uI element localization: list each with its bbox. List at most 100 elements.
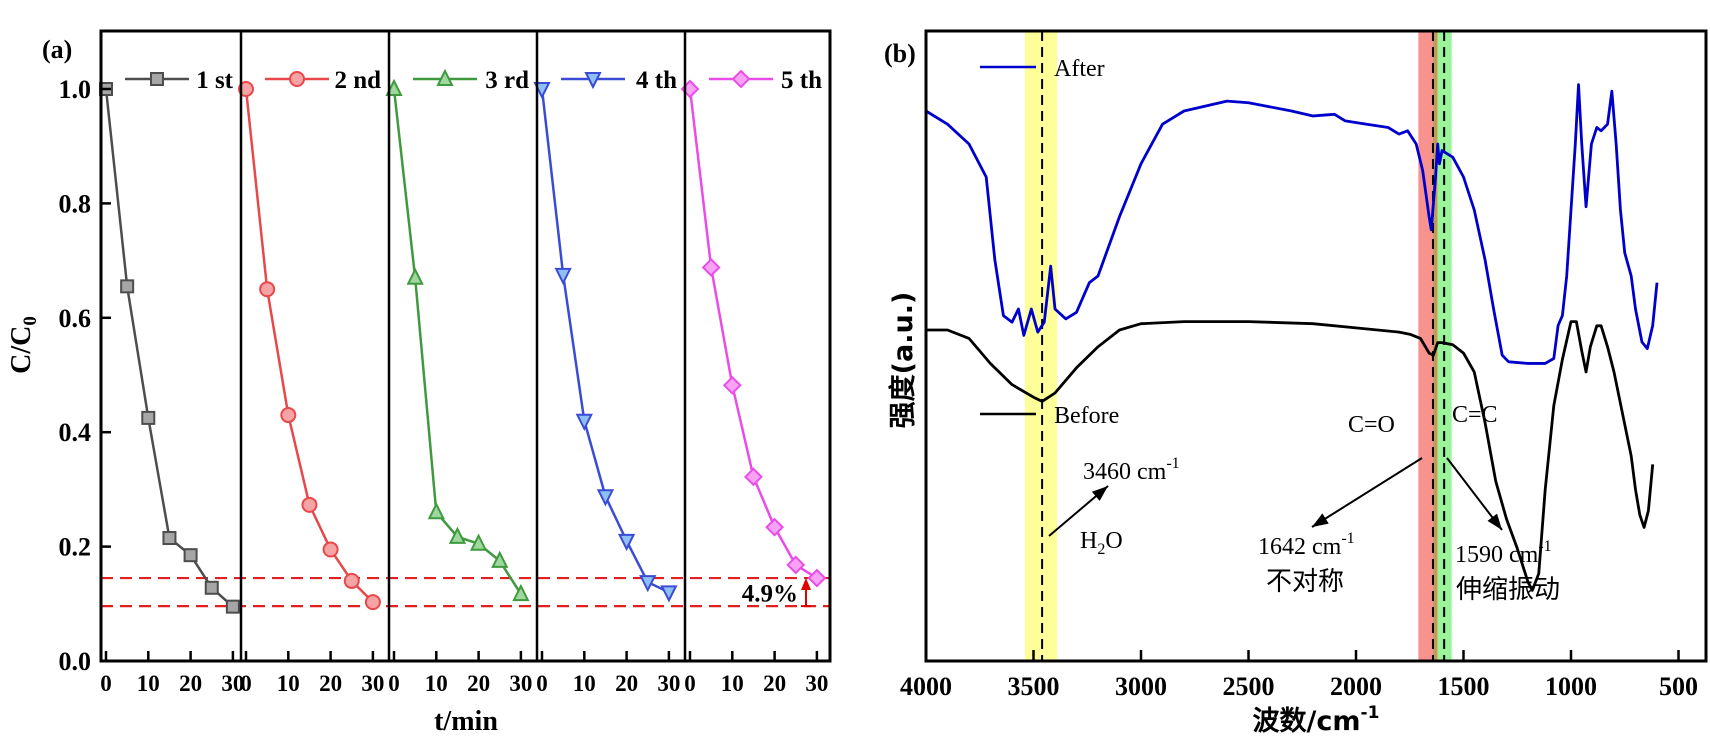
- panel-b-frame: [924, 29, 1708, 663]
- series-line: [688, 88, 818, 580]
- highlight-bands: [1024, 31, 1452, 661]
- legend-swatch-marker: [289, 71, 305, 87]
- x-tick-label: 0: [536, 671, 548, 696]
- panel-a-label: (a): [42, 35, 72, 64]
- text: O: [1105, 528, 1122, 554]
- x-tick-label: 1000: [1545, 672, 1597, 701]
- series-group-a: [99, 78, 827, 614]
- data-point: [575, 413, 593, 431]
- data-point: [448, 526, 467, 544]
- y-axis-label: C/C0: [6, 316, 41, 374]
- arrow-head: [1487, 513, 1502, 530]
- x-tick-label: 20: [763, 671, 786, 696]
- panel-a-frame: [99, 29, 832, 663]
- highlight-band-1: [1024, 31, 1058, 661]
- y-tick-label: 0.6: [59, 304, 92, 333]
- data-point: [406, 267, 424, 285]
- data-point: [765, 517, 785, 537]
- arrow-shaft: [1311, 457, 1423, 528]
- data-point: [533, 82, 551, 100]
- legend-item-1: 1 st: [125, 67, 234, 94]
- data-point: [259, 281, 276, 298]
- panel-b-annotations: 3460 cm-1 H2O C=O C=C 1642 cm-1 不对称 1590 cm-1 伸…: [1048, 402, 1560, 605]
- data-point: [554, 267, 572, 286]
- legend-swatch-marker: [584, 72, 602, 90]
- y-tick-label: 0.2: [59, 533, 92, 562]
- panel-a: 0.00.20.40.60.81.00 10 20 300 10 20 30 0 10 20 30 0…: [6, 29, 832, 737]
- legend-label: 1 st: [196, 67, 233, 94]
- data-point: [512, 583, 530, 602]
- data-point: [141, 410, 156, 425]
- x-tick-label: 30: [509, 671, 532, 696]
- spectrum-before: [926, 320, 1655, 592]
- data-point: [427, 502, 445, 520]
- data-point: [343, 572, 360, 589]
- x-tick-label: 20: [179, 671, 202, 696]
- y-tick-label: 0.0: [59, 647, 92, 676]
- series-5: [680, 79, 827, 588]
- label-1590: 1590 cm-1: [1455, 538, 1552, 568]
- data-point: [617, 533, 636, 552]
- x-tick-label: 10: [721, 671, 744, 696]
- annotation-arrow-head: [801, 578, 811, 591]
- y-tick-label: 1.0: [59, 75, 92, 104]
- superscript: -1: [1341, 530, 1354, 547]
- data-point: [120, 279, 135, 294]
- y-tick-label: 0.8: [59, 189, 92, 218]
- x-tick-label: 20: [615, 671, 638, 696]
- x-tick-label: 30: [657, 671, 680, 696]
- reduction-annotation: 4.9%: [742, 578, 811, 607]
- dashed-marker-lines: [1041, 31, 1446, 661]
- legend-label: 3 rd: [485, 67, 529, 94]
- panel-b-legend: After Before: [980, 56, 1119, 429]
- data-point: [491, 550, 509, 568]
- legend-label-before: Before: [1054, 403, 1119, 429]
- subscript: 0: [20, 316, 41, 326]
- subscript: 2: [1097, 541, 1105, 558]
- data-point: [701, 258, 721, 277]
- legend-swatch-marker: [436, 68, 454, 86]
- data-point: [385, 78, 403, 96]
- arrow-1590: [1446, 457, 1503, 531]
- data-point: [238, 81, 254, 97]
- data-point: [469, 533, 488, 551]
- superscript: -1: [1361, 703, 1380, 723]
- legend-item-5: 5 th: [709, 67, 822, 94]
- label-c-o: C=O: [1348, 412, 1395, 438]
- x-tick-label: 4000: [900, 672, 952, 701]
- x-tick-label: 0: [684, 671, 696, 696]
- label-3460: 3460 cm-1: [1083, 455, 1180, 485]
- x-axis-label-b: 波数/cm-1: [1253, 703, 1380, 737]
- legend-item-4: 4 th: [561, 67, 677, 94]
- x-tick-label: 500: [1659, 672, 1698, 701]
- data-point: [225, 599, 240, 614]
- x-tick-label: 10: [277, 671, 300, 696]
- x-tick-label: 0: [100, 671, 112, 696]
- y-tick-label: 0.4: [59, 418, 92, 447]
- data-point: [786, 555, 806, 575]
- x-tick-label: 0: [240, 671, 252, 696]
- series-3: [385, 78, 530, 602]
- label-stretching: 伸缩振动: [1456, 575, 1560, 605]
- label-c-c: C=C: [1452, 402, 1498, 428]
- legend-swatch-marker: [150, 72, 164, 86]
- x-tick-label: 3500: [1008, 672, 1060, 701]
- x-tick-label: 30: [221, 671, 244, 696]
- x-tick-label: 30: [805, 671, 828, 696]
- panel-a-ticks: 0.00.20.40.60.81.00 10 20 300 10 20 30 0 10 20 30 0…: [59, 75, 829, 696]
- label-asymmetric: 不对称: [1266, 567, 1344, 597]
- panel-b: 4000 3500 3000 2500 2000 1500 1000 500 (b) Afte…: [884, 29, 1708, 737]
- y-axis-label-text: C/C0: [6, 316, 41, 374]
- legend-item-3: 3 rd: [413, 67, 529, 94]
- series-4: [533, 82, 678, 603]
- series-line: [104, 88, 234, 608]
- data-point: [162, 531, 177, 546]
- x-tick-label: 20: [319, 671, 342, 696]
- legend-swatch-marker: [731, 69, 751, 89]
- data-point: [660, 585, 678, 603]
- superscript: -1: [1166, 455, 1179, 472]
- x-tick-label: 0: [388, 671, 400, 696]
- legend-item-2: 2 nd: [265, 67, 381, 94]
- label-h2o: H2O: [1080, 528, 1123, 558]
